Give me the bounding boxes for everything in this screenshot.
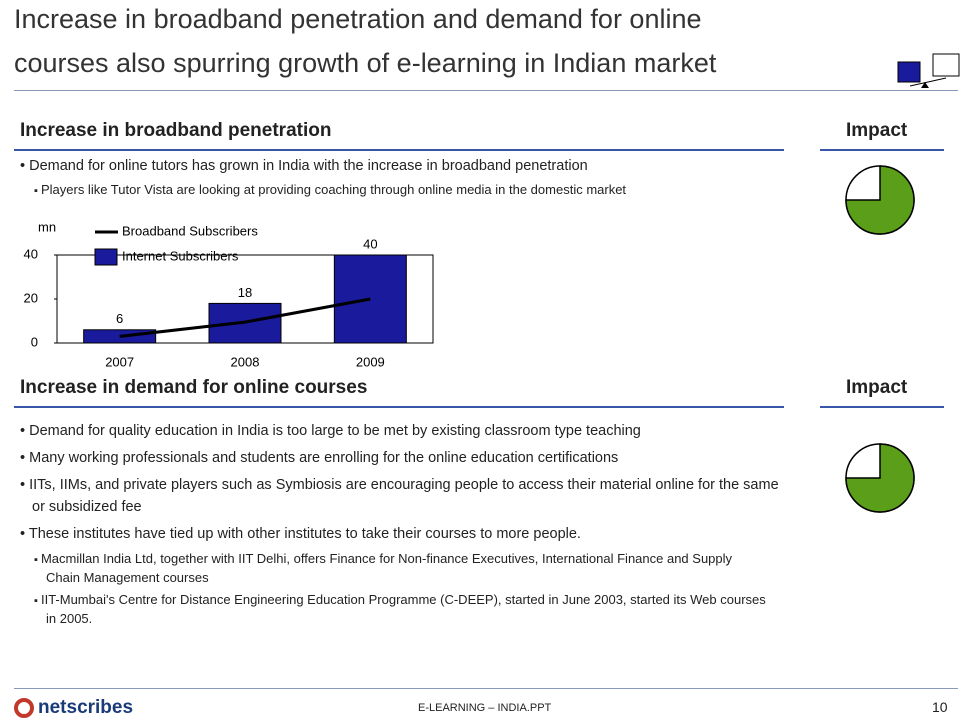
- logo: netscribes: [38, 697, 134, 718]
- impact-ball: [845, 165, 915, 235]
- title-line: Increase in broadband penetration and de…: [14, 4, 702, 34]
- legend-swatch: [94, 248, 118, 266]
- bullet: Many working professionals and students …: [20, 447, 782, 469]
- legend-label: Internet Subscribers: [122, 248, 239, 263]
- impact-ball: [845, 443, 915, 513]
- impact-label: Impact: [846, 377, 908, 398]
- x-tick-label: 2009: [356, 354, 385, 369]
- sub-bullet: Players like Tutor Vista are looking at …: [34, 181, 768, 200]
- impact-rule: [820, 406, 944, 408]
- y-tick-label: 0: [31, 334, 38, 349]
- bullet: These institutes have tied up with other…: [20, 523, 782, 545]
- ball-fill: [845, 443, 915, 513]
- bullet: IITs, IIMs, and private players such as …: [20, 474, 782, 518]
- x-tick-label: 2007: [105, 354, 134, 369]
- y-tick-label: 20: [24, 290, 38, 305]
- bullet: Demand for online tutors has grown in In…: [20, 155, 782, 177]
- y-axis-label: mn: [38, 219, 56, 234]
- bullet-list: Demand for online tutors has grown in In…: [20, 155, 782, 200]
- sub-bullet: Macmillan India Ltd, together with IIT D…: [34, 550, 768, 587]
- impact-label: Impact: [846, 120, 908, 141]
- line: [119, 297, 371, 338]
- section-rule: [14, 406, 784, 408]
- bullet-list: Demand for quality education in India is…: [20, 420, 782, 628]
- section-heading: Increase in demand for online courses: [20, 377, 368, 398]
- legend-label: Broadband Subscribers: [122, 223, 258, 238]
- bar: [83, 329, 157, 344]
- corner-icon: [897, 53, 960, 88]
- title-line: courses also spurring growth of e-learni…: [14, 48, 717, 78]
- sub-bullet: IIT-Mumbai's Centre for Distance Enginee…: [34, 591, 768, 628]
- footer-file: E-LEARNING – INDIA.PPT: [418, 702, 552, 714]
- x-tick-label: 2008: [231, 354, 260, 369]
- ball-fill: [845, 165, 915, 235]
- chart: mn 0 20 40 2007 2008 2009 6 18 40 Broadband Subscr…: [24, 219, 434, 369]
- logo-icon: [14, 698, 34, 718]
- page-number: 10: [932, 699, 948, 715]
- section-rule: [14, 149, 784, 151]
- section-heading: Increase in broadband penetration: [20, 120, 332, 141]
- bullet: Demand for quality education in India is…: [20, 420, 782, 442]
- impact-rule: [820, 149, 944, 151]
- footer-rule: [14, 688, 958, 689]
- y-tick-label: 40: [24, 246, 38, 261]
- value-label: 6: [116, 311, 123, 326]
- value-label: 40: [363, 236, 377, 251]
- value-label: 18: [238, 285, 252, 300]
- title-rule: [14, 90, 958, 91]
